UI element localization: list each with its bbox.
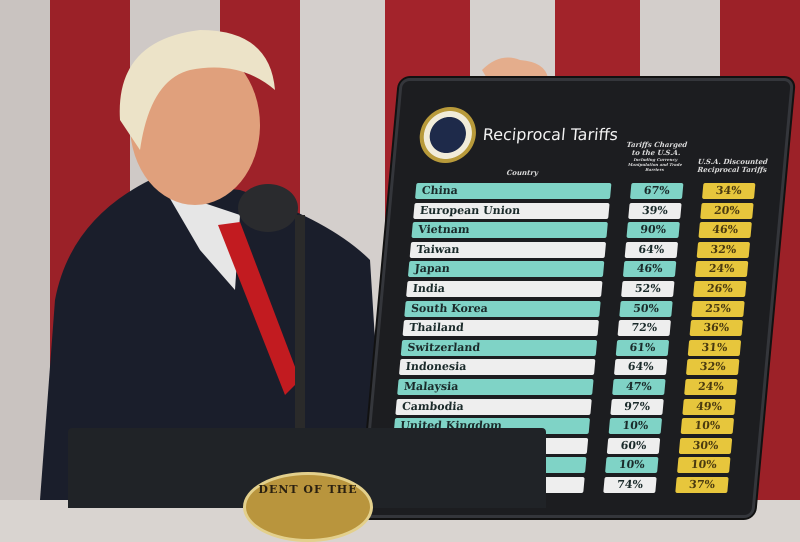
reciprocal-cell: 46%	[698, 222, 752, 239]
presidential-seal	[417, 107, 479, 163]
country-cell: European Union	[413, 202, 610, 219]
tariffs-header-text: Tariffs Charged to the U.S.A.	[626, 140, 688, 157]
reciprocal-cell: 36%	[689, 320, 743, 337]
country-cell: Malaysia	[397, 379, 594, 395]
reciprocal-cell: 10%	[680, 418, 735, 435]
reciprocal-cell: 49%	[682, 398, 736, 415]
charged-cell: 60%	[606, 437, 661, 454]
reciprocal-cell: 25%	[691, 300, 745, 317]
country-cell: South Korea	[404, 300, 601, 317]
reciprocal-cell: 26%	[693, 281, 747, 297]
hair	[119, 30, 275, 150]
charged-cell: 90%	[626, 222, 680, 239]
reciprocal-cell: 32%	[685, 359, 740, 376]
discount-header: U.S.A. Discounted Reciprocal Tariffs	[697, 157, 769, 174]
red-tie	[218, 222, 300, 395]
charged-cell: 10%	[605, 457, 659, 474]
podium-seal: DENT OF THE	[243, 472, 373, 542]
charged-cell: 72%	[617, 320, 671, 337]
reciprocal-cell: 37%	[675, 477, 729, 493]
charged-cell: 50%	[619, 300, 673, 317]
microphone-stand	[295, 215, 305, 430]
country-cell: Cambodia	[395, 398, 592, 415]
tariffs-header: Tariffs Charged to the U.S.A. Including C…	[619, 140, 692, 172]
tariffs-subheader: Including Currency Manipulation and Trad…	[627, 157, 683, 172]
charged-cell: 52%	[621, 281, 675, 297]
country-cell: Indonesia	[398, 359, 596, 376]
shirt-collar	[165, 190, 240, 290]
reciprocal-cell: 30%	[678, 437, 733, 454]
charged-cell: 74%	[603, 477, 657, 493]
microphone-head	[238, 184, 298, 232]
country-cell: Vietnam	[411, 222, 608, 239]
board-title: Reciprocal Tariffs	[481, 125, 619, 144]
podium: DENT OF THE	[68, 428, 546, 542]
charged-cell: 47%	[612, 379, 666, 395]
charged-cell: 64%	[624, 241, 679, 258]
country-cell: Japan	[407, 261, 605, 278]
reciprocal-cell: 34%	[701, 183, 756, 199]
charged-cell: 67%	[629, 183, 684, 199]
country-cell: Switzerland	[400, 339, 598, 356]
charged-cell: 61%	[615, 339, 670, 356]
reciprocal-cell: 24%	[694, 261, 749, 278]
reciprocal-cell: 31%	[687, 339, 742, 356]
charged-cell: 39%	[628, 202, 682, 219]
reciprocal-cell: 10%	[677, 457, 731, 474]
reciprocal-cell: 20%	[700, 202, 754, 219]
charged-cell: 46%	[622, 261, 677, 278]
reciprocal-cell: 32%	[696, 241, 751, 258]
speaker	[40, 30, 548, 500]
country-cell: India	[406, 281, 603, 297]
country-cell: China	[414, 183, 612, 199]
charged-cell: 64%	[613, 359, 668, 376]
reciprocal-cell: 24%	[684, 379, 738, 395]
country-cell: Thailand	[402, 320, 599, 337]
country-cell: Taiwan	[409, 241, 607, 258]
country-header: Country	[506, 168, 539, 177]
charged-cell: 97%	[610, 398, 664, 415]
charged-cell: 10%	[608, 418, 663, 435]
